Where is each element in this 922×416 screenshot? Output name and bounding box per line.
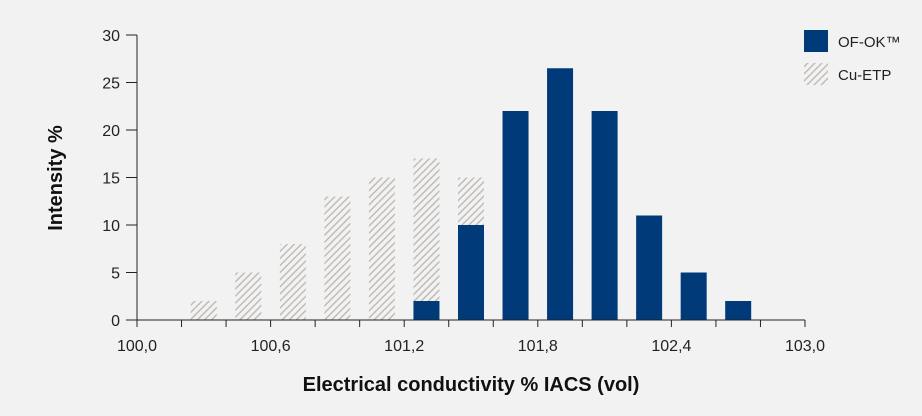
bar-of-ok — [636, 215, 663, 320]
bar-of-ok — [680, 272, 707, 320]
bar-of-ok — [725, 301, 752, 320]
x-tick-label: 101,8 — [518, 338, 558, 355]
y-tick-label: 25 — [102, 76, 120, 93]
y-tick-label: 0 — [111, 313, 120, 330]
y-tick-label: 5 — [111, 266, 120, 283]
x-ticks: 100,0 100,6 101,2 101,8 102,4 103,0 — [117, 320, 825, 355]
legend-swatch-of-ok — [804, 30, 828, 52]
x-axis-title: Electrical conductivity % IACS (vol) — [303, 374, 640, 396]
y-tick-label: 10 — [102, 218, 120, 235]
x-tick-label: 102,4 — [651, 338, 691, 355]
bar-cu-etp — [235, 272, 262, 320]
legend-swatch-cu-etp — [804, 63, 828, 85]
bar-of-ok — [458, 225, 484, 320]
y-ticks: 0 5 10 15 20 25 30 — [102, 28, 137, 330]
x-axis: 100,0 100,6 101,2 101,8 102,4 103,0 — [117, 319, 825, 355]
bar-cu-etp — [190, 301, 217, 320]
bar-cu-etp — [413, 158, 440, 320]
of-ok-bars — [413, 68, 752, 320]
legend-label-of-ok: OF-OK™ — [838, 34, 901, 51]
bar-of-ok — [502, 111, 529, 320]
bar-of-ok — [413, 301, 440, 320]
x-tick-label: 100,0 — [117, 338, 157, 355]
bar-cu-etp — [324, 196, 351, 320]
y-tick-label: 30 — [102, 28, 120, 45]
x-tick-label: 100,6 — [251, 338, 291, 355]
x-tick-label: 101,2 — [384, 338, 424, 355]
bar-of-ok — [547, 68, 574, 320]
bar-of-ok — [591, 111, 618, 320]
y-axis: 0 5 10 15 20 25 30 — [102, 28, 138, 330]
bar-cu-etp — [368, 177, 395, 320]
cu-etp-bars — [190, 158, 663, 320]
x-tick-label: 103,0 — [785, 338, 825, 355]
y-axis-title: Intensity % — [45, 125, 67, 231]
legend: OF-OK™ Cu-ETP — [804, 30, 901, 85]
y-tick-label: 15 — [102, 171, 120, 188]
bar-cu-etp — [279, 244, 306, 320]
legend-label-cu-etp: Cu-ETP — [838, 67, 891, 84]
y-tick-label: 20 — [102, 123, 120, 140]
